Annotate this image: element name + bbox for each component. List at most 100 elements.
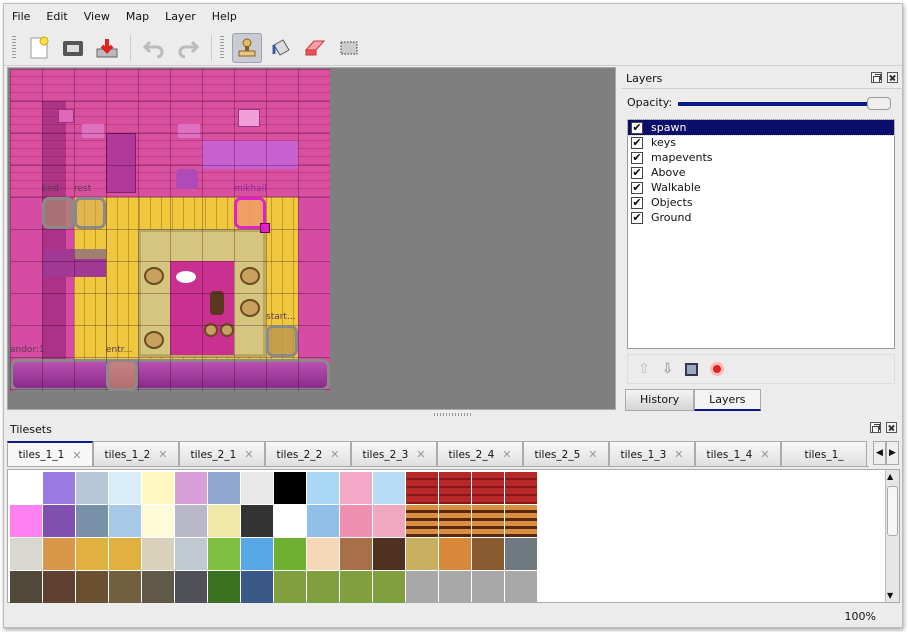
tile[interactable] [340, 505, 372, 537]
tile[interactable] [472, 472, 504, 504]
tile[interactable] [241, 472, 273, 504]
object-entrance[interactable] [106, 359, 138, 391]
vertical-scrollbar[interactable]: ▲ ▼ [885, 470, 899, 602]
tile[interactable] [10, 571, 42, 603]
tile[interactable] [307, 505, 339, 537]
tile[interactable] [208, 472, 240, 504]
tileset-tab[interactable]: tiles_2_1 ✕ [179, 441, 265, 466]
tile[interactable] [142, 505, 174, 537]
visibility-checkbox[interactable]: ✔ [631, 120, 643, 134]
tile[interactable] [175, 538, 207, 570]
toolbar-grip[interactable] [12, 35, 16, 60]
tile[interactable] [10, 472, 42, 504]
open-button[interactable] [58, 33, 88, 63]
undo-button[interactable] [139, 33, 169, 63]
tileset-tab[interactable]: tiles_2_5 ✕ [523, 441, 609, 466]
tile[interactable] [505, 571, 537, 603]
tile[interactable] [307, 538, 339, 570]
close-tab-icon[interactable]: ✕ [674, 448, 684, 461]
visibility-checkbox[interactable]: ✔ [631, 135, 643, 149]
tile[interactable] [406, 505, 438, 537]
tile[interactable] [241, 505, 273, 537]
tile[interactable] [76, 505, 108, 537]
close-tab-icon[interactable]: ✕ [760, 448, 770, 461]
tile[interactable] [307, 472, 339, 504]
tile[interactable] [10, 505, 42, 537]
scroll-right-icon[interactable]: ▶ [886, 441, 899, 465]
splitter-handle[interactable] [434, 413, 472, 416]
tile[interactable] [10, 538, 42, 570]
layer-item[interactable]: ✔ Above [628, 165, 894, 180]
layer-list[interactable]: ✔ spawn ✔ keys ✔ mapevents ✔ Above ✔ Walkable ✔ Obj… [627, 119, 895, 349]
tile[interactable] [439, 472, 471, 504]
close-tab-icon[interactable]: ✕ [158, 448, 168, 461]
tile[interactable] [340, 538, 372, 570]
tileset-tab[interactable]: tiles_1_3 ✕ [609, 441, 695, 466]
tile[interactable] [439, 571, 471, 603]
layer-item[interactable]: ✔ spawn [627, 119, 895, 136]
close-icon[interactable] [887, 72, 898, 83]
tile[interactable] [373, 505, 405, 537]
tile[interactable] [142, 538, 174, 570]
opacity-slider[interactable] [678, 102, 868, 106]
tile[interactable] [109, 505, 141, 537]
tile[interactable] [175, 571, 207, 603]
close-tab-icon[interactable]: ✕ [502, 448, 512, 461]
redo-button[interactable] [173, 33, 203, 63]
menu-file[interactable]: File [12, 10, 31, 23]
map-view[interactable]: bed rest mikhail start... andor:1 entr..… [7, 67, 616, 410]
tile[interactable] [439, 538, 471, 570]
tile[interactable] [505, 505, 537, 537]
tile[interactable] [109, 538, 141, 570]
menu-layer[interactable]: Layer [165, 10, 196, 23]
tile[interactable] [208, 538, 240, 570]
save-button[interactable] [92, 33, 122, 63]
tile[interactable] [76, 571, 108, 603]
delete-layer-icon[interactable] [710, 362, 725, 376]
tile[interactable] [43, 472, 75, 504]
stamp-brush-button[interactable] [232, 32, 262, 63]
object-start[interactable] [266, 325, 298, 357]
close-tab-icon[interactable]: ✕ [330, 448, 340, 461]
tile[interactable] [406, 472, 438, 504]
menu-edit[interactable]: Edit [46, 10, 68, 23]
move-layer-down-icon[interactable]: ⇩ [661, 361, 674, 377]
tileset-tab[interactable]: tiles_1_4 ✕ [695, 441, 781, 466]
tile[interactable] [142, 472, 174, 504]
tile[interactable] [208, 505, 240, 537]
tile[interactable] [274, 472, 306, 504]
tile[interactable] [43, 538, 75, 570]
tileset-tab[interactable]: tiles_2_3 ✕ [351, 441, 437, 466]
tile[interactable] [274, 505, 306, 537]
tile[interactable] [406, 571, 438, 603]
close-tab-icon[interactable]: ✕ [416, 448, 426, 461]
rect-select-button[interactable] [334, 33, 364, 63]
close-tab-icon[interactable]: ✕ [244, 448, 254, 461]
tile[interactable] [109, 571, 141, 603]
tileset-tab[interactable]: tiles_2_2 ✕ [265, 441, 351, 466]
tile[interactable] [373, 571, 405, 603]
toolbar-grip[interactable] [220, 35, 224, 60]
tile[interactable] [340, 472, 372, 504]
layer-item[interactable]: ✔ Ground [628, 210, 894, 225]
corridor-object[interactable] [10, 359, 330, 391]
object-rest[interactable] [74, 197, 106, 229]
tile[interactable] [472, 571, 504, 603]
tile[interactable] [505, 472, 537, 504]
resize-handle[interactable] [260, 223, 270, 233]
tile[interactable] [175, 505, 207, 537]
tile[interactable] [373, 538, 405, 570]
scroll-down-icon[interactable]: ▼ [887, 591, 894, 600]
float-icon[interactable] [870, 422, 881, 433]
tile[interactable] [175, 472, 207, 504]
tileset-tab[interactable]: tiles_1_2 ✕ [93, 441, 179, 466]
visibility-checkbox[interactable]: ✔ [631, 150, 643, 164]
tile[interactable] [43, 571, 75, 603]
tab-history[interactable]: History [625, 389, 695, 411]
tileset-tab[interactable]: tiles_1_1 ✕ [7, 441, 93, 466]
tile[interactable] [76, 472, 108, 504]
opacity-slider-handle[interactable] [867, 97, 891, 110]
map-canvas[interactable]: bed rest mikhail start... andor:1 entr..… [10, 69, 330, 391]
tile[interactable] [274, 538, 306, 570]
tile[interactable] [241, 538, 273, 570]
